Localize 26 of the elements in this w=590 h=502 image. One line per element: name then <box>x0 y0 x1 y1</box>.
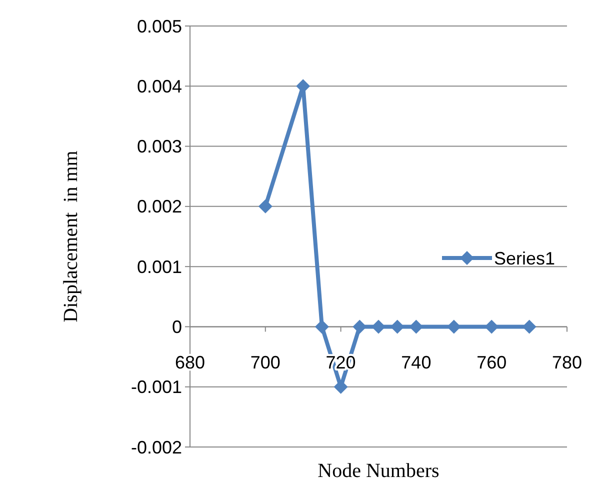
x-axis-title: Node Numbers <box>318 460 440 482</box>
point <box>522 320 536 334</box>
x-tick-label: 780 <box>552 352 582 373</box>
point <box>314 320 329 334</box>
y-tick-label: 0 <box>172 317 182 338</box>
y-tick-label: 0.002 <box>136 196 182 217</box>
y-tick-label: 0.003 <box>136 136 182 157</box>
y-tick-label: 0.001 <box>136 256 182 277</box>
x-tick-label: 700 <box>250 352 280 373</box>
legend-label: Series1 <box>494 248 556 268</box>
point <box>484 320 499 334</box>
point <box>409 320 424 334</box>
point <box>390 320 404 334</box>
point <box>446 320 461 334</box>
x-tick-label: 740 <box>401 352 432 373</box>
y-tick-label: 0.005 <box>136 16 182 36</box>
point <box>352 320 367 334</box>
point <box>258 199 272 214</box>
y-tick-label: -0.002 <box>130 437 182 458</box>
y-tick-label: 0.004 <box>136 76 182 96</box>
y-axis-title: Displacement in mm <box>60 150 82 322</box>
x-tick-label: 680 <box>174 352 206 373</box>
y-tick-label: -0.001 <box>130 377 182 398</box>
point <box>334 380 348 394</box>
point <box>372 320 386 334</box>
x-tick-label: 760 <box>476 352 507 373</box>
